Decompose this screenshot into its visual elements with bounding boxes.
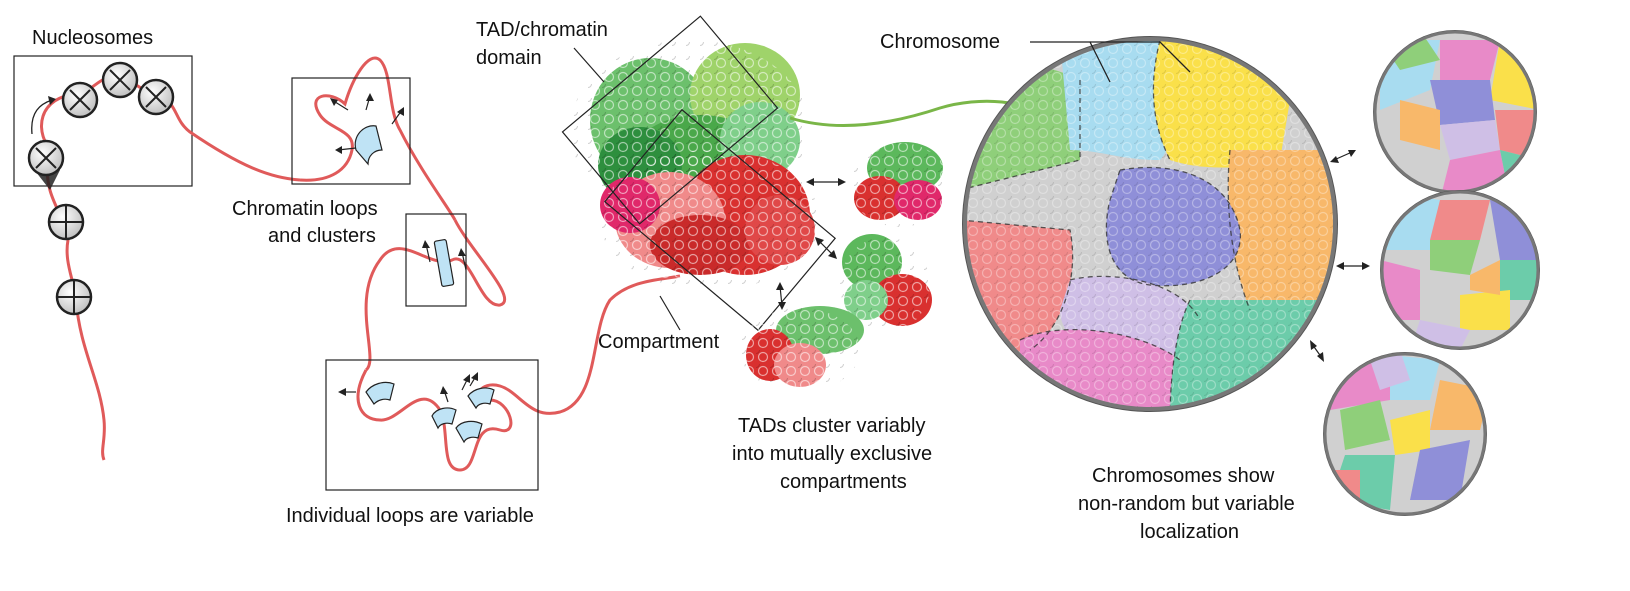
localization-label-line1: Chromosomes show	[1092, 465, 1275, 487]
chromosome-pointer-line	[1090, 41, 1191, 73]
localization-label-line2: non-random but variable	[1078, 493, 1295, 515]
loops-label-line1: Chromatin loops	[232, 198, 378, 220]
individual-loops-label: Individual loops are variable	[286, 505, 534, 527]
small-nucleus	[1380, 190, 1540, 350]
loops-label-line2: and clusters	[268, 225, 376, 247]
tad-cluster	[840, 234, 932, 333]
compartment-box	[603, 108, 837, 332]
nucleosome-inset-box	[13, 55, 193, 187]
tads-cluster-label-line2: into mutually exclusive	[732, 443, 932, 465]
chromosome-label: Chromosome	[880, 31, 1000, 53]
nucleus-territories: Chromosome	[880, 31, 1338, 412]
single-loop-panel	[405, 213, 467, 307]
nucleosomes-label: Nucleosomes	[32, 27, 153, 49]
tads-cluster-label-line1: TADs cluster variably	[738, 415, 925, 437]
nucleosome-icon	[55, 278, 93, 316]
nucleosome-icon	[101, 61, 139, 99]
chromatin-fiber	[299, 56, 681, 472]
tad-label-line1: TAD/chromatin	[476, 19, 608, 41]
small-nucleus	[1373, 30, 1537, 194]
small-nucleus	[1323, 352, 1487, 516]
tad-label-line2: domain	[476, 47, 542, 69]
single-loop-box	[405, 213, 467, 307]
tad-compartment-panel: TAD/chromatin domain Compartment	[476, 15, 837, 353]
localization-label-line3: localization	[1140, 521, 1239, 543]
nucleosome-icon	[27, 139, 65, 177]
tad-pointer-line	[573, 47, 605, 83]
protein-clamp	[354, 125, 383, 166]
compartment-pointer-line	[659, 295, 681, 331]
protein-clamp	[431, 407, 457, 430]
protein-clamp	[455, 420, 483, 444]
loops-inset-box	[291, 77, 411, 185]
tad-domain-box	[561, 15, 779, 225]
protein-clamp	[467, 387, 495, 410]
compartment-label: Compartment	[598, 331, 720, 353]
nucleosome-icon	[47, 203, 85, 241]
individual-loops-box	[325, 359, 539, 491]
tads-cluster-label-line3: compartments	[780, 471, 907, 493]
arrow-head	[48, 96, 56, 105]
tad-red-blob	[600, 150, 820, 290]
tad-cluster-variants: TADs cluster variably into mutually excl…	[732, 142, 950, 493]
nucleosome-icon	[61, 81, 99, 119]
arrow	[31, 99, 53, 135]
protein-clamp	[365, 381, 395, 405]
loops-cluster-panel: Chromatin loops and clusters	[232, 77, 411, 247]
tad-cluster	[740, 306, 864, 392]
nucleosome-icon	[137, 78, 175, 116]
individual-loops-panel: Individual loops are variable	[286, 359, 539, 527]
nucleosome-panel: Nucleosomes	[13, 27, 301, 461]
tad-cluster	[850, 142, 950, 227]
protein-clamp	[433, 239, 455, 287]
